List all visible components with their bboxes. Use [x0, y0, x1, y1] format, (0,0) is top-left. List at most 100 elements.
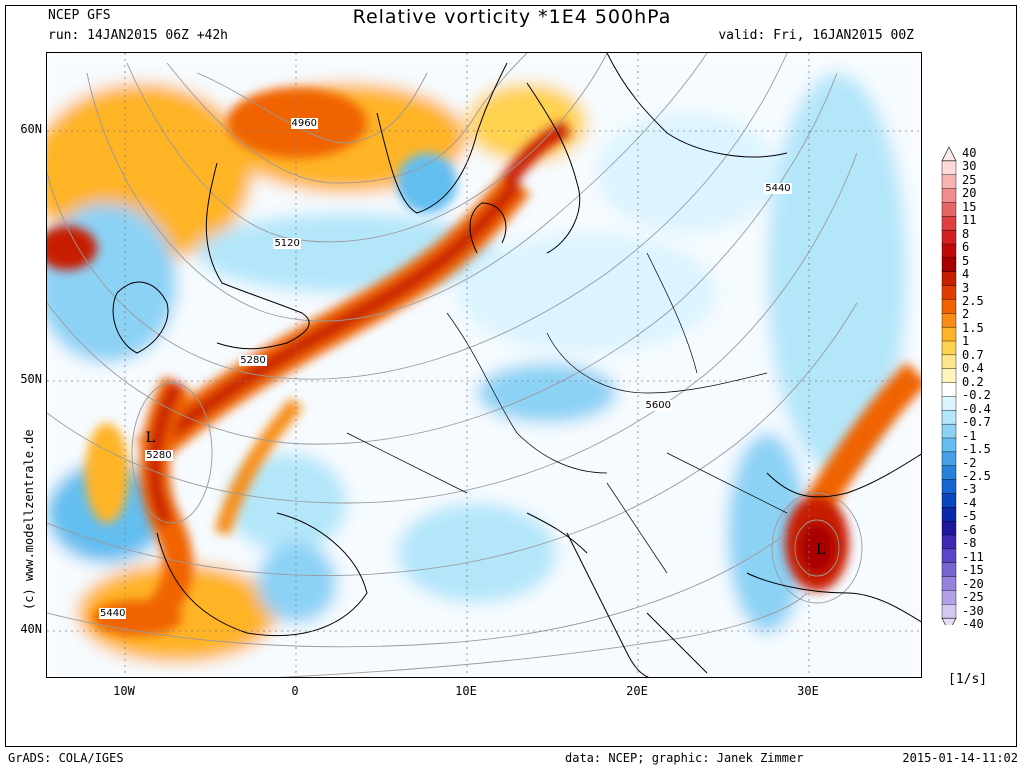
vorticity-map	[47, 53, 921, 677]
country-borders	[346, 252, 788, 574]
colorbar-label: -1	[962, 428, 977, 443]
colorbar-swatch	[941, 465, 957, 481]
colorbar-max-arrow	[941, 146, 957, 162]
colorbar-label: 15	[962, 199, 977, 214]
colorbar-label: 40	[962, 146, 977, 160]
colorbar-swatch	[941, 590, 957, 605]
colorbar-label: -2	[962, 455, 977, 470]
colorbar-label: 3	[962, 280, 970, 295]
colorbar-label: 4	[962, 267, 970, 282]
lon-label-1: 0	[291, 684, 299, 698]
colorbar-swatch	[941, 271, 957, 287]
colorbar-label: -1.5	[962, 442, 991, 457]
colorbar-swatch	[941, 423, 957, 439]
colorbar-swatch	[941, 396, 957, 411]
contour-label: 5120	[273, 237, 301, 249]
colorbar-swatch	[941, 382, 957, 397]
colorbar-swatch	[941, 604, 957, 619]
figure-frame	[5, 5, 1017, 747]
colorbar-label: -2.5	[962, 468, 991, 483]
footer-timestamp: 2015-01-14-11:02	[902, 751, 1018, 765]
colorbar-label: -3	[962, 482, 977, 497]
colorbar-label: -5	[962, 509, 977, 524]
colorbar-swatch	[941, 548, 957, 564]
colorbar-label: 0.7	[962, 347, 984, 362]
lat-label-0: 60N	[20, 122, 42, 136]
lon-label-3: 20E	[626, 684, 648, 698]
contour-label: 5440	[99, 607, 127, 619]
map-panel: 4960 5120 5280 5280 5440 5440 5600 L L	[46, 52, 922, 678]
lat-label-1: 50N	[20, 372, 42, 386]
low-marker: L	[145, 429, 155, 446]
lon-label-2: 10E	[455, 684, 477, 698]
colorbar-label: -25	[962, 590, 984, 605]
map-title: Relative vorticity *1E4 500hPa	[352, 6, 672, 28]
colorbar-label: -0.2	[962, 388, 991, 403]
colorbar-swatch	[941, 437, 957, 453]
colorbar-label: -40	[962, 617, 984, 631]
colorbar-label: 6	[962, 240, 970, 255]
contour-label: 5280	[145, 450, 173, 461]
colorbar-label: 2	[962, 307, 970, 322]
colorbar: 40 30 25 20 15 11 8 6 5 4 3 2.5 2 1.5 1 0.7 0.4 0.2 -0.2 -0…	[938, 140, 1018, 633]
colorbar-swatch	[941, 202, 957, 217]
contour-label: 5600	[644, 400, 672, 411]
colorbar-label: 1.5	[962, 320, 984, 335]
footer-software: GrADS: COLA/IGES	[8, 751, 124, 765]
graticule	[47, 53, 921, 677]
colorbar-swatch	[941, 160, 957, 176]
colorbar-swatch	[941, 410, 957, 425]
colorbar-label: -0.7	[962, 415, 991, 430]
contour-label: 4960	[290, 117, 318, 129]
run-info: run: 14JAN2015 06Z +42h	[48, 28, 229, 43]
contour-label: 5280	[239, 355, 267, 366]
footer-source: data: NCEP; graphic: Janek Zimmer	[565, 751, 804, 765]
geopotential-contours	[47, 53, 863, 677]
colorbar-label: 20	[962, 186, 977, 201]
colorbar-label: -30	[962, 603, 984, 618]
colorbar-swatch	[941, 576, 957, 591]
colorbar-swatch	[941, 340, 957, 356]
colorbar-swatch	[941, 479, 957, 494]
colorbar-swatch	[941, 229, 957, 245]
colorbar-label: 0.4	[962, 361, 984, 376]
colorbar-swatch	[941, 368, 957, 384]
colorbar-label: 2.5	[962, 294, 984, 309]
colorbar-label: -8	[962, 536, 977, 551]
colorbar-swatch	[941, 174, 957, 190]
colorbar-label: 0.2	[962, 374, 984, 389]
model-name: NCEP GFS	[48, 8, 111, 23]
colorbar-swatch	[941, 520, 957, 536]
low-marker: L	[815, 542, 826, 558]
colorbar-swatches	[941, 146, 957, 633]
website-credit: (c) www.modellzentrale.de	[22, 429, 36, 610]
colorbar-swatch	[941, 243, 957, 259]
valid-time: valid: Fri, 16JAN2015 00Z	[718, 28, 914, 43]
colorbar-swatch	[941, 285, 957, 300]
colorbar-label: 8	[962, 226, 970, 241]
colorbar-min-arrow	[941, 617, 957, 633]
coastlines	[112, 53, 921, 677]
colorbar-swatch	[941, 562, 957, 578]
vorticity-background-field	[47, 53, 921, 677]
colorbar-swatch	[941, 313, 957, 328]
colorbar-swatch	[941, 326, 957, 342]
colorbar-label: -6	[962, 522, 977, 537]
colorbar-label: -0.4	[962, 401, 991, 416]
colorbar-label: 25	[962, 172, 977, 187]
colorbar-label: 5	[962, 253, 970, 268]
colorbar-swatch	[941, 354, 957, 370]
lat-label-2: 40N	[20, 622, 42, 636]
lon-label-0: 10W	[113, 684, 135, 698]
colorbar-label: -20	[962, 576, 984, 591]
colorbar-swatch	[941, 188, 957, 203]
colorbar-label: 1	[962, 334, 970, 349]
colorbar-label: 30	[962, 159, 977, 174]
colorbar-label: -11	[962, 549, 984, 564]
colorbar-swatch	[941, 299, 957, 314]
colorbar-swatch	[941, 451, 957, 467]
colorbar-label: -4	[962, 495, 977, 510]
colorbar-swatch	[941, 534, 957, 550]
colorbar-label: 11	[962, 213, 977, 228]
contour-label: 5440	[764, 182, 792, 194]
